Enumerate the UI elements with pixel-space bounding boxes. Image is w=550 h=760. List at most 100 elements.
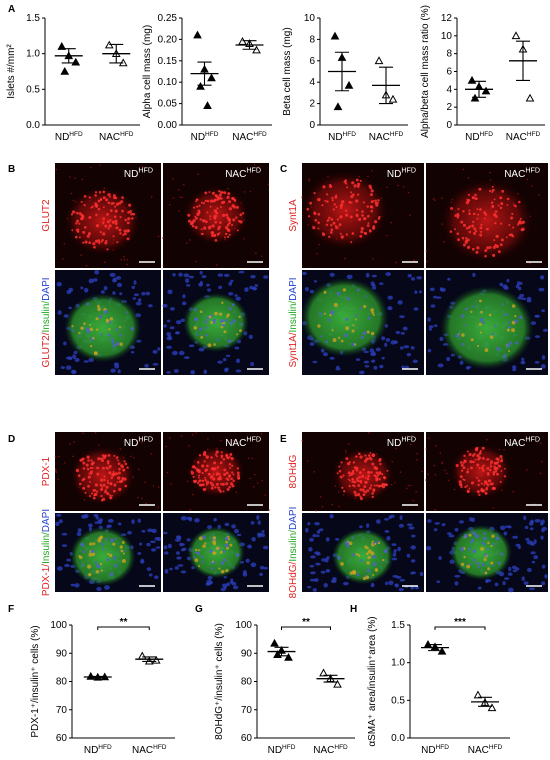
cell-dot [106,248,109,251]
cell-dot [86,330,91,334]
nucleus [529,542,536,546]
cell-dot [492,486,495,490]
cell-dot [370,209,374,213]
x-tick-label: NACHFD [132,744,167,756]
cell-dot [219,312,223,316]
cell-dot [480,223,483,227]
cell-dot [331,329,334,332]
nucleus [97,519,103,525]
bg-dot [150,452,152,455]
cell-dot [328,235,331,239]
cell-dot [201,464,205,468]
cell-dot [472,460,475,464]
cell-dot [359,234,363,238]
bg-dot [183,183,185,186]
cell-dot [504,467,506,470]
nucleus [234,294,238,297]
cell-dot [94,194,97,197]
cell-dot [220,451,223,454]
nucleus [466,366,472,369]
point [57,42,67,50]
label-sup: HFD [253,131,267,138]
nucleus [113,362,119,367]
cell-dot [495,536,499,541]
nucleus [398,523,405,528]
bg-dot [394,261,397,264]
nucleus [416,276,423,280]
cell-dot [225,213,229,217]
cell-dot [89,480,91,483]
nucleus [519,281,523,285]
micrograph [425,163,548,268]
cell-dot [104,241,108,245]
cell-dot [490,561,494,565]
cell-dot [476,561,480,565]
cell-dot [494,470,498,473]
cell-dot [216,233,220,236]
nucleus [427,519,432,523]
cell-dot [199,327,203,331]
bg-dot [526,178,529,181]
y-tick-label: 0.0 [26,120,40,131]
cell-dot [345,213,349,217]
cell-dot [125,311,128,314]
cell-dot [114,209,118,213]
nucleus [96,586,102,591]
cell-dot [332,208,335,211]
cell-dot [112,194,116,198]
bg-dot [439,452,442,454]
cell-dot [468,487,471,490]
bg-dot [141,166,144,168]
bg-dot [443,241,445,243]
nucleus [117,369,121,374]
cell-dot [90,470,93,474]
cell-dot [460,547,465,552]
cell-dot [224,543,229,548]
cell-dot [78,482,82,486]
nucleus [172,273,176,277]
cell-dot [195,468,200,472]
cell-dot [90,549,95,554]
nucleus [224,522,230,527]
nucleus [203,369,208,375]
nucleus [397,300,403,305]
cell-dot [484,348,489,352]
y-tick-label: 0.15 [158,56,178,67]
error-bar [428,644,442,652]
bg-dot [80,254,83,256]
nucleus [56,513,62,517]
y-axis-label: Beta cell mass (mg) [282,27,293,115]
cell-dot [345,326,350,331]
nucleus [153,575,159,580]
cell-dot [376,484,379,487]
nucleus [224,367,229,371]
nucleus [247,544,252,549]
point [330,31,340,40]
bg-dot [434,199,436,201]
nucleus [218,285,223,290]
bg-dot [367,175,369,178]
nucleus [230,279,234,283]
nucleus [541,355,546,360]
nucleus [156,536,162,542]
cell-dot [348,200,352,204]
cell-dot [371,462,375,466]
cell-dot [370,551,375,556]
nucleus [236,533,242,537]
label-sup: HFD [282,744,296,751]
cell-dot [229,543,233,547]
y-tick-label: 0.05 [158,99,178,110]
cell-dot [378,478,381,481]
nucleus [180,570,187,574]
bg-dot [81,178,84,181]
nucleus [231,524,236,529]
nucleus [233,585,239,590]
nucleus [163,545,168,550]
y-tick-label: 0.25 [158,13,178,24]
cell-dot [493,213,497,217]
cell-dot [334,195,338,199]
row-label: GLUT2 [41,199,52,232]
cell-dot [103,475,106,478]
nucleus [94,521,98,524]
nucleus [540,535,544,540]
